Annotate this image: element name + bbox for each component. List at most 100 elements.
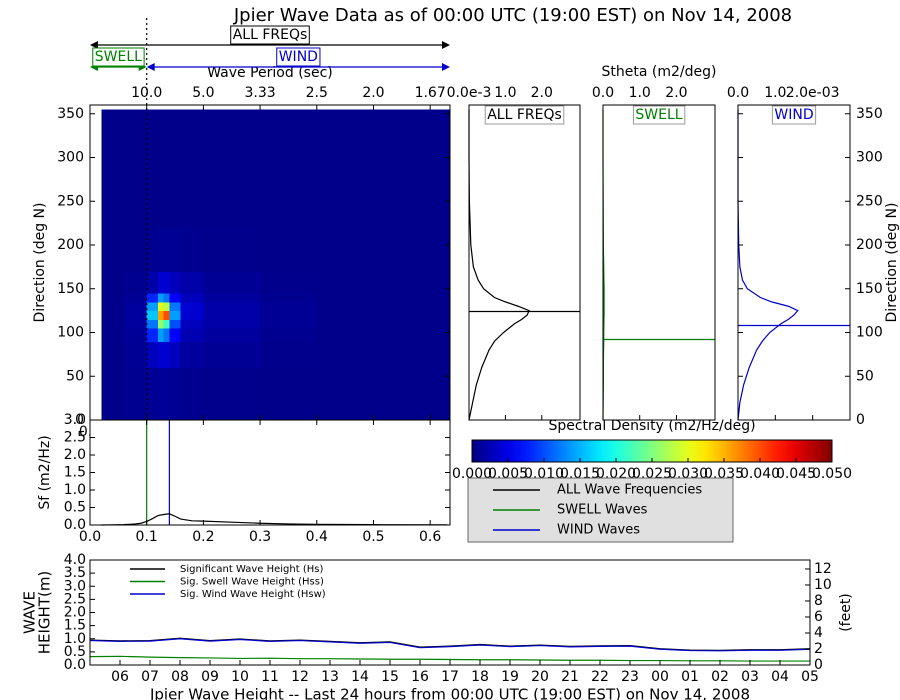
heat-cell: [146, 310, 159, 320]
heat-cell: [316, 310, 451, 320]
band-label: SWELL: [95, 49, 142, 65]
heat-cell: [169, 293, 182, 303]
heat-cell: [101, 310, 125, 320]
heat-cell: [124, 301, 148, 312]
heat-cell: [163, 109, 170, 228]
x-axis-label: Stheta (m2/deg): [602, 64, 717, 80]
heat-cell: [203, 367, 261, 421]
y-tick-label: 1.0: [64, 631, 86, 647]
legend-label: SWELL Waves: [557, 503, 648, 518]
x-tick-label: 21: [561, 669, 579, 685]
x2-tick-label: 2.5: [306, 85, 328, 101]
panel-title: ALL FREQs: [487, 107, 562, 123]
heat-cell: [260, 293, 318, 303]
x-tick-label: 12: [291, 669, 309, 685]
label-box: [484, 105, 565, 125]
heat-cell: [163, 341, 170, 368]
heat-cell: [180, 328, 204, 342]
x-tick-label: 1.0: [764, 85, 786, 101]
heat-cell: [316, 109, 451, 228]
heat-cell: [158, 367, 165, 421]
y-axis-label: Direction (deg N): [32, 203, 48, 323]
y-axis-label: Sf (m2/Hz): [37, 435, 53, 509]
x-tick-label: 02: [711, 669, 729, 685]
heat-cell: [180, 227, 204, 272]
heat-cell: [180, 109, 204, 228]
y-tick-label: 200: [57, 237, 84, 253]
axes-bg: [90, 420, 450, 525]
y2-axis-label: (feet): [838, 593, 854, 632]
y-tick-label: 2.5: [64, 430, 86, 446]
heat-cell: [163, 293, 170, 303]
heat-cell: [203, 293, 261, 303]
y-axis-label: WAVE: [21, 591, 39, 634]
heat-cell: [101, 319, 125, 329]
x-tick-label: 00: [651, 669, 669, 685]
heat-cell: [260, 109, 318, 228]
x-tick-label: 0.5: [362, 529, 384, 545]
label-box: [771, 105, 817, 125]
y-tick-label: 0.5: [64, 644, 86, 660]
x-tick-label: 15: [381, 669, 399, 685]
y-tick-label: 2.0: [64, 447, 86, 463]
heat-cell: [260, 310, 318, 320]
axes-bg: [90, 560, 810, 665]
heat-cell: [158, 301, 165, 312]
y2-tick-label: 8: [814, 593, 823, 609]
x-tick-label: 11: [261, 669, 279, 685]
heat-cell: [203, 109, 261, 228]
y-tick-label: 150: [856, 281, 883, 297]
chart-title: Jpier Wave Data as of 00:00 UTC (19:00 E…: [233, 5, 792, 26]
label-box: [230, 25, 310, 45]
y-tick-label: 0.5: [64, 500, 86, 516]
y-tick-label: 2.5: [64, 591, 86, 607]
heat-cell: [163, 301, 170, 312]
axes-frame: [737, 104, 851, 421]
heat-cell: [124, 310, 148, 320]
heat-cell: [260, 227, 318, 272]
heat-cell: [203, 310, 261, 320]
x-tick-label: 0.1: [136, 529, 158, 545]
heat-cell: [124, 109, 148, 228]
x-tick-label: 05: [801, 669, 819, 685]
heat-cell: [124, 293, 148, 303]
x2-tick-label: 5.0: [192, 85, 214, 101]
heat-cell: [169, 301, 182, 312]
x2-tick-label: 3.33: [244, 85, 275, 101]
heat-cell: [158, 328, 165, 342]
x-tick-label: 06: [111, 669, 129, 685]
axes-bg: [603, 105, 715, 420]
band-label: ALL FREQs: [233, 27, 308, 43]
heat-cell: [169, 271, 182, 294]
x-tick-label: 17: [441, 669, 459, 685]
y-tick-label: 250: [856, 193, 883, 209]
heat-cell: [101, 367, 125, 421]
heat-cell: [180, 319, 204, 329]
colorbar-title: Spectral Density (m2/Hz/deg): [548, 418, 755, 434]
x-tick-label: 10: [231, 669, 249, 685]
heat-cell: [180, 341, 204, 368]
x-tick-label: 23: [621, 669, 639, 685]
y-tick-label: 0.0: [64, 517, 86, 533]
heat-cell: [260, 271, 318, 294]
x-tick-label: 01: [681, 669, 699, 685]
heat-cell: [203, 319, 261, 329]
heat-cell: [101, 227, 125, 272]
stheta-line: [737, 109, 799, 421]
x-tick-label: 1.0: [494, 85, 516, 101]
heat-cell: [101, 293, 125, 303]
heat-cell: [101, 301, 125, 312]
series-line: [101, 513, 448, 526]
heat-cell: [158, 310, 165, 320]
axes-frame: [602, 104, 716, 421]
y-tick-label: 3.0: [64, 578, 86, 594]
x2-tick-label: 2.0: [362, 85, 384, 101]
panel-title: SWELL: [635, 107, 682, 123]
heat-cell: [316, 319, 451, 329]
legend-label: Sig. Wind Wave Height (Hsw): [180, 589, 326, 600]
y-tick-label: 0: [856, 412, 865, 428]
x-tick-label: 2.0: [665, 85, 687, 101]
x-tick-label: 0.4: [306, 529, 328, 545]
y-axis-label: HEIGHT(m): [36, 571, 54, 655]
heat-cell: [169, 367, 182, 421]
